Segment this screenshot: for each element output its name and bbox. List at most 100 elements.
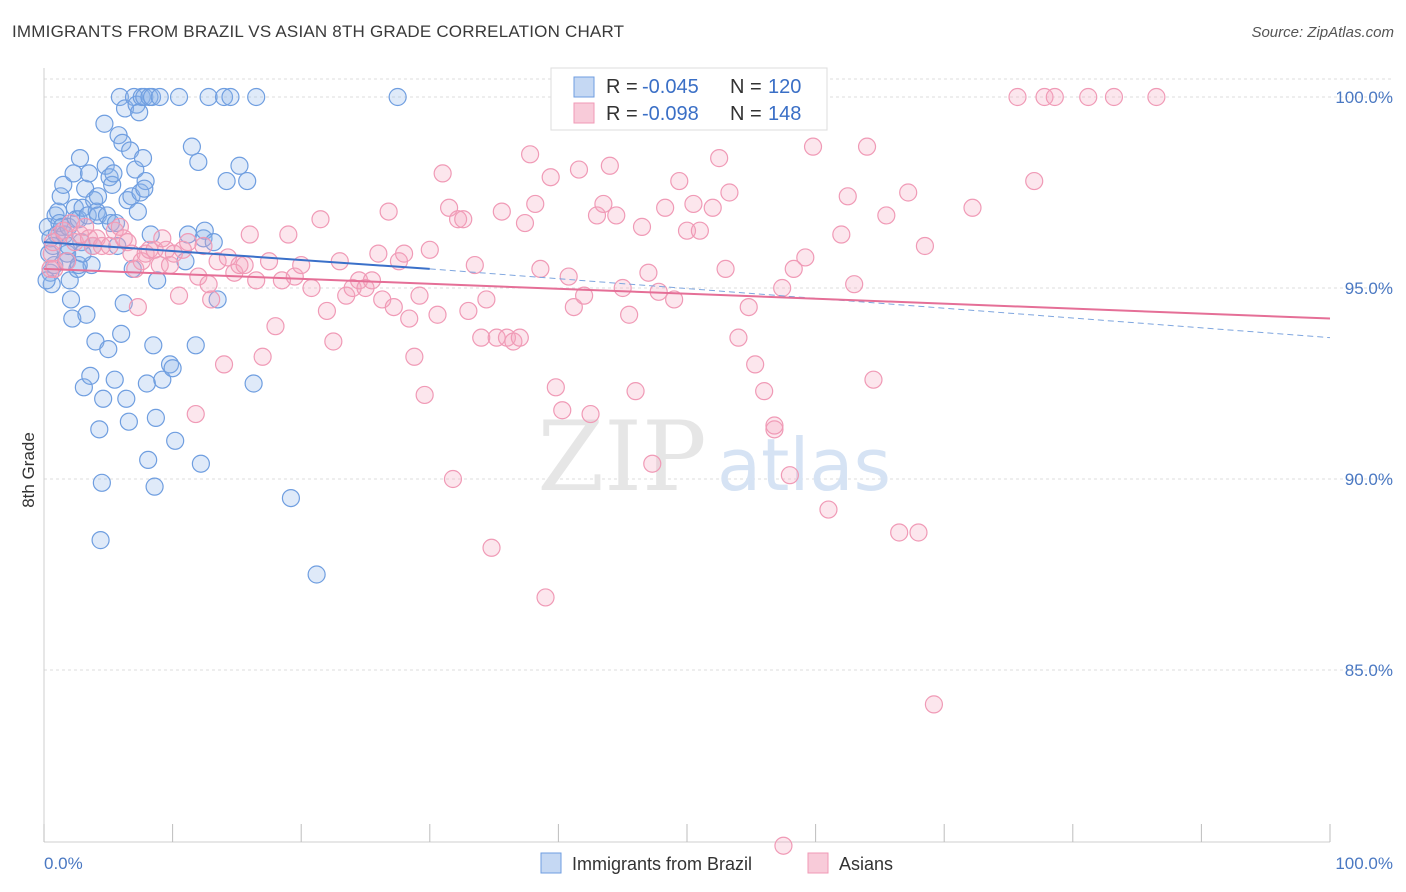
asians-point [819, 500, 838, 519]
asians-point [626, 382, 645, 401]
asians-point [564, 298, 583, 317]
asians-point [1025, 171, 1044, 191]
legend-n-value-asians: 148 [768, 103, 801, 125]
asians-point [164, 244, 183, 263]
brazil-point [139, 450, 158, 469]
asians-point [656, 198, 675, 217]
brazil-point [119, 412, 138, 431]
asians-point [774, 836, 793, 855]
asians-point [639, 263, 658, 282]
asians-point [710, 149, 729, 168]
brazil-point [281, 489, 301, 508]
asians-point [472, 328, 491, 347]
brazil-point [182, 137, 201, 156]
asians-point [178, 233, 198, 252]
brazil-point [221, 87, 240, 107]
trend-brazil [43, 241, 430, 270]
brazil-point [64, 164, 83, 183]
brazil-point [104, 164, 123, 183]
asians-point [716, 259, 735, 278]
brazil-point [166, 431, 185, 450]
series-asians-points [41, 87, 1166, 855]
brazil-point [186, 336, 205, 355]
asians-point [838, 187, 857, 206]
brazil-point [70, 149, 90, 168]
brazil-point [105, 370, 124, 389]
asians-point [369, 244, 388, 263]
asians-point [477, 290, 496, 309]
y-tick-label: 90.0% [1345, 470, 1393, 489]
asians-point [746, 355, 765, 374]
asians-point [240, 225, 259, 244]
brazil-point [307, 565, 326, 584]
asians-point [454, 210, 473, 229]
asians-point [58, 252, 77, 271]
asians-point [420, 240, 439, 259]
brazil-point [189, 152, 208, 172]
asians-point [194, 236, 213, 256]
y-tick-label: 85.0% [1345, 661, 1393, 680]
asians-point [845, 275, 864, 294]
asians-point [235, 255, 254, 275]
brazil-point [135, 87, 154, 107]
bottom-legend-label-brazil: Immigrants from Brazil [572, 854, 752, 874]
legend-n-value-brazil: 120 [768, 76, 801, 98]
x-ticks [43, 824, 1331, 842]
asians-point [189, 267, 208, 286]
asians-point [428, 305, 447, 324]
asians-point [613, 278, 632, 298]
brazil-point [388, 87, 407, 107]
asians-point [765, 416, 784, 435]
brazil-point [169, 87, 189, 107]
asians-point [302, 278, 321, 298]
asians-point [153, 229, 172, 248]
brazil-point [88, 187, 108, 206]
bottom-legend-label-asians: Asians [839, 854, 893, 874]
asians-point [1045, 87, 1064, 107]
asians-point [247, 271, 266, 290]
asians-point [569, 160, 589, 179]
asians-point [202, 290, 221, 309]
watermark-atlas: atlas [717, 423, 891, 507]
brazil-point [145, 477, 164, 496]
asians-point [443, 469, 463, 489]
asians-point [482, 538, 501, 557]
asians-point [492, 202, 511, 221]
asians-point [356, 278, 375, 298]
brazil-point [238, 171, 257, 191]
brazil-point [114, 294, 133, 313]
legend-n-label-brazil: N = [730, 76, 762, 98]
asians-point [780, 466, 799, 485]
asians-point [632, 217, 652, 236]
brazil-point [217, 171, 236, 191]
brazil-point [204, 233, 223, 252]
brazil-point [110, 87, 129, 107]
brazil-point [146, 408, 165, 427]
asians-point [784, 259, 803, 278]
asians-point [890, 523, 909, 542]
asians-point [415, 385, 434, 405]
asians-point [643, 454, 662, 473]
asians-point [665, 290, 684, 309]
brazil-point [150, 87, 169, 107]
asians-point [670, 171, 689, 191]
asians-point [433, 164, 452, 183]
watermark: ZIP atlas [537, 401, 891, 513]
brazil-point [94, 389, 113, 408]
legend-r-label-asians: R = [606, 103, 638, 125]
asians-point [384, 298, 403, 317]
asians-point [259, 252, 279, 271]
y-tick-label: 100.0% [1335, 88, 1393, 107]
bottom-legend-swatch-brazil [540, 852, 562, 874]
legend-r-label-brazil: R = [606, 76, 638, 98]
asians-point [607, 206, 626, 225]
asians-point [1035, 87, 1054, 107]
brazil-point [61, 290, 81, 309]
legend-r-value-asians: -0.098 [642, 103, 699, 125]
brazil-point [63, 309, 82, 328]
asians-point [963, 198, 982, 217]
asians-point [755, 382, 774, 401]
x-tick-label-min: 0.0% [44, 854, 83, 873]
asians-point [128, 298, 147, 317]
